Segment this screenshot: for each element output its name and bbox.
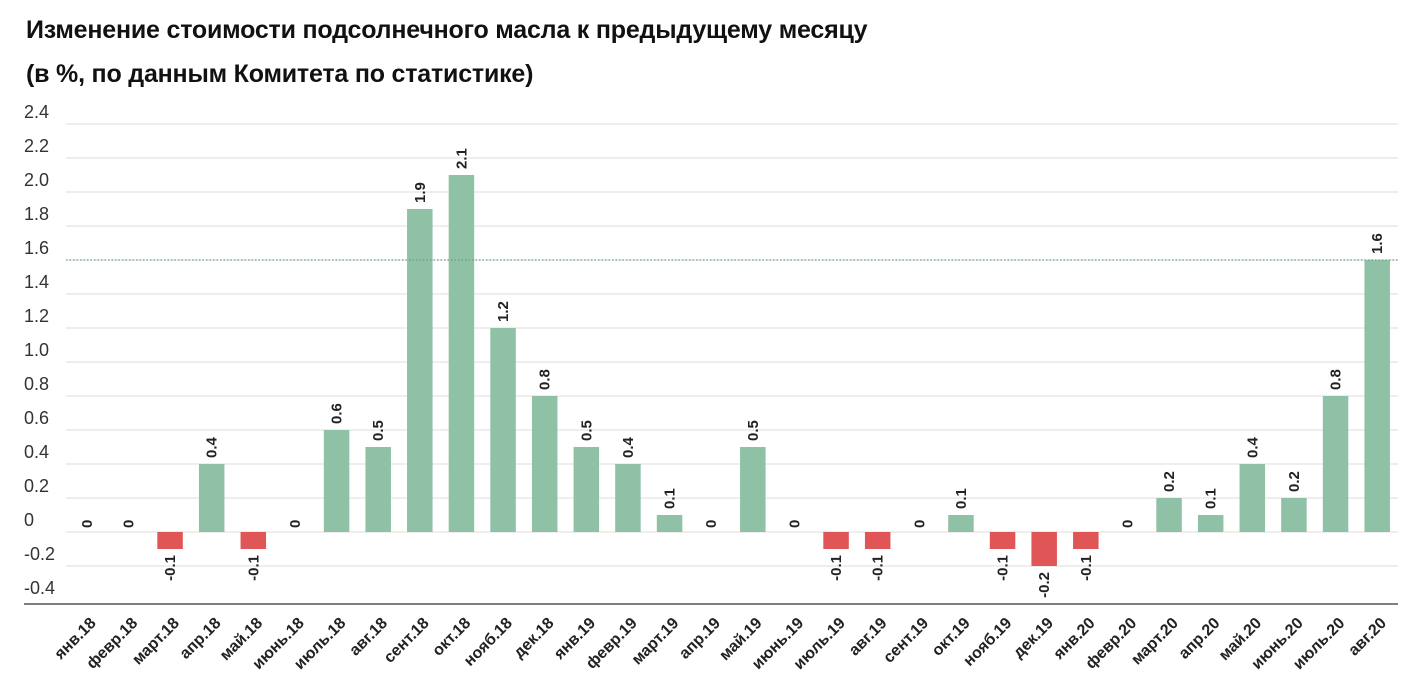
data-label: 0 xyxy=(703,520,720,528)
data-label: 1.2 xyxy=(495,301,512,322)
data-label: 0.1 xyxy=(1203,488,1220,509)
x-axis-labels: янв.18февр.18март.18апр.18май.18июнь.18и… xyxy=(51,615,1390,673)
y-tick-label: 0.8 xyxy=(24,374,49,394)
bar xyxy=(1197,515,1224,532)
bar xyxy=(1239,464,1266,532)
data-label: 1.6 xyxy=(1369,233,1386,254)
x-tick-label: дек.19 xyxy=(1010,615,1057,662)
data-label: 0.8 xyxy=(537,369,554,390)
y-tick-label: 2.4 xyxy=(24,102,49,122)
data-label: -0.1 xyxy=(1078,555,1095,581)
y-tick-label: 2.0 xyxy=(24,170,49,190)
x-tick-label: март.18 xyxy=(129,615,183,669)
bar xyxy=(448,175,475,532)
data-label: 0.1 xyxy=(662,488,679,509)
data-label: -0.2 xyxy=(1036,572,1053,598)
x-tick-label: март.20 xyxy=(1128,615,1182,669)
data-label: -0.1 xyxy=(162,555,179,581)
data-label: 0.2 xyxy=(1161,471,1178,492)
x-tick-label: сент.19 xyxy=(880,615,932,667)
y-tick-label: -0.4 xyxy=(24,578,55,598)
bar xyxy=(864,532,891,549)
data-label: -0.1 xyxy=(828,555,845,581)
x-tick-label: дек.18 xyxy=(511,615,558,662)
data-label: -0.1 xyxy=(995,555,1012,581)
data-label: 0 xyxy=(79,520,96,528)
chart-title-line-2: (в %, по данным Комитета по статистике) xyxy=(26,60,534,88)
data-label: 0.8 xyxy=(1328,369,1345,390)
bar xyxy=(323,430,350,532)
x-tick-label: апр.19 xyxy=(676,615,724,663)
data-label: 0 xyxy=(120,520,137,528)
data-label: 0.4 xyxy=(1244,436,1261,458)
x-tick-label: апр.18 xyxy=(177,615,225,663)
bar xyxy=(1364,260,1390,532)
data-label: 0.6 xyxy=(329,403,346,424)
y-tick-label: 1.8 xyxy=(24,204,49,224)
y-tick-label: 1.4 xyxy=(24,272,49,292)
y-tick-label: -0.2 xyxy=(24,544,55,564)
data-label: 0 xyxy=(287,520,304,528)
data-labels: 0 0 -0.1 0.4 -0.1 0 0.6 0.5 1.9 2.1 1.2 0.8 0.5 0.4 0.… xyxy=(79,148,1386,598)
data-label: 0.1 xyxy=(953,488,970,509)
data-label: 0.4 xyxy=(620,436,637,458)
data-label: 0 xyxy=(1119,520,1136,528)
y-tick-label: 1.0 xyxy=(24,340,49,360)
y-tick-label: 0.4 xyxy=(24,442,49,462)
data-label: 0.5 xyxy=(745,420,762,441)
y-tick-label: 0.6 xyxy=(24,408,49,428)
x-tick-label: март.19 xyxy=(629,615,683,669)
bar xyxy=(490,328,516,532)
chart-title-line-1: Изменение стоимости подсолнечного масла … xyxy=(26,16,868,44)
bars xyxy=(157,175,1390,566)
data-label: 0 xyxy=(786,520,803,528)
bar xyxy=(656,515,683,532)
y-axis-ticks: 2.4 2.2 2.0 1.8 1.6 1.4 1.2 1.0 0.8 0.6 0.4 0.2 0 -0.… xyxy=(24,102,55,598)
data-label: 0.4 xyxy=(204,436,221,458)
bar xyxy=(407,209,433,532)
data-label: 0.5 xyxy=(578,420,595,441)
y-tick-label: 2.2 xyxy=(24,136,49,156)
x-tick-label: авг.20 xyxy=(1345,615,1390,660)
bar xyxy=(157,532,183,549)
bar xyxy=(240,532,267,549)
y-tick-label: 0.2 xyxy=(24,476,49,496)
data-label: 0.2 xyxy=(1286,471,1303,492)
bar xyxy=(989,532,1016,549)
bar xyxy=(1281,498,1307,532)
bar xyxy=(1322,396,1349,532)
data-label: -0.1 xyxy=(245,555,262,581)
y-tick-label: 1.2 xyxy=(24,306,49,326)
bar xyxy=(531,396,558,532)
x-tick-label: апр.20 xyxy=(1176,615,1224,663)
bar xyxy=(573,447,600,532)
data-label: -0.1 xyxy=(870,555,887,581)
bar xyxy=(740,447,766,532)
data-label: 2.1 xyxy=(453,148,470,169)
data-label: 1.9 xyxy=(412,182,429,203)
chart-title: Изменение стоимости подсолнечного масла … xyxy=(26,8,868,96)
x-tick-label: сент.18 xyxy=(381,615,433,667)
grid-lines xyxy=(66,123,1398,567)
bar xyxy=(615,464,641,532)
bar xyxy=(948,515,974,532)
bar xyxy=(1156,498,1182,532)
bar xyxy=(365,447,391,532)
bar xyxy=(1031,532,1057,566)
y-tick-label: 0 xyxy=(24,510,34,530)
data-label: 0 xyxy=(911,520,928,528)
y-tick-label: 1.6 xyxy=(24,238,49,258)
bar xyxy=(198,464,225,532)
data-label: 0.5 xyxy=(370,420,387,441)
bar xyxy=(823,532,849,549)
bar xyxy=(1073,532,1099,549)
